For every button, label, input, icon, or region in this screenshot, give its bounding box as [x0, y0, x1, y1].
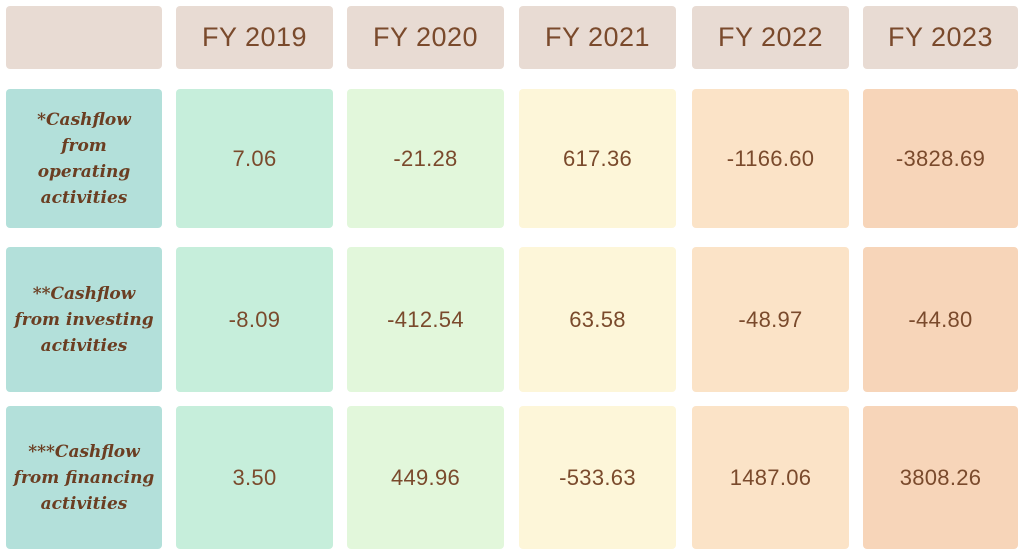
row-label: *Cashflow from operating activities: [6, 89, 162, 228]
value-cell: 617.36: [519, 89, 676, 228]
column-header-fy-2020: FY 2020: [347, 6, 504, 69]
value-cell: 3808.26: [863, 406, 1018, 549]
value-cell: 7.06: [176, 89, 333, 228]
value-cell: -44.80: [863, 247, 1018, 392]
value-cell: 449.96: [347, 406, 504, 549]
row-label: **Cashflow from investing activities: [6, 247, 162, 392]
column-header-fy-2019: FY 2019: [176, 6, 333, 69]
value-cell: -1166.60: [692, 89, 849, 228]
row-label: ***Cashflow from financing activities: [6, 406, 162, 549]
column-header-fy-2021: FY 2021: [519, 6, 676, 69]
column-header-fy-2023: FY 2023: [863, 6, 1018, 69]
value-cell: -412.54: [347, 247, 504, 392]
value-cell: 1487.06: [692, 406, 849, 549]
value-cell: -48.97: [692, 247, 849, 392]
value-cell: -21.28: [347, 89, 504, 228]
corner-header-cell: [6, 6, 162, 69]
value-cell: -3828.69: [863, 89, 1018, 228]
value-cell: 3.50: [176, 406, 333, 549]
value-cell: -533.63: [519, 406, 676, 549]
value-cell: 63.58: [519, 247, 676, 392]
column-header-fy-2022: FY 2022: [692, 6, 849, 69]
value-cell: -8.09: [176, 247, 333, 392]
